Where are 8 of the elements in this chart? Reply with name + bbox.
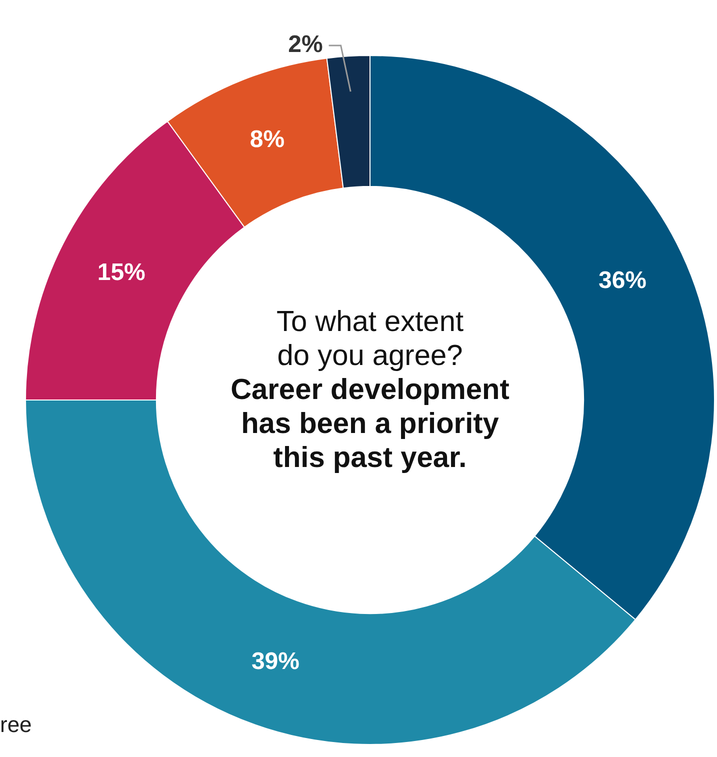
data-label: 15% (97, 258, 146, 286)
text: Career development has been a priority this past year. (230, 373, 510, 475)
data-label: 2% (288, 31, 323, 58)
text: To what extent do you agree? (276, 305, 464, 373)
data-label: 39% (251, 648, 300, 676)
data-label: 8% (250, 126, 285, 154)
text: ree (0, 712, 32, 738)
data-label: 36% (598, 266, 647, 294)
